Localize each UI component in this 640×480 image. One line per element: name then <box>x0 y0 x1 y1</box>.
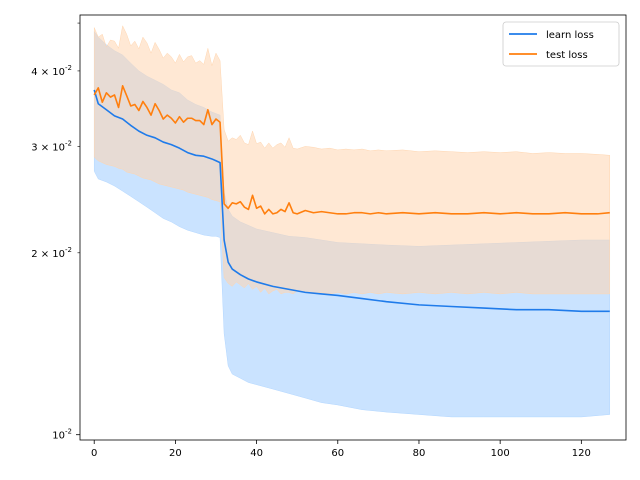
learn-legend-label: learn loss <box>546 30 594 41</box>
plot-area <box>93 25 611 418</box>
x-tick-label: 60 <box>331 448 344 459</box>
test-loss-line <box>93 84 610 215</box>
y-major-tick-label: 10-2 <box>52 428 72 442</box>
y-axis-ticks: 10-2 2 × 10-2 3 × 10-2 4 × 10-2 <box>31 22 80 442</box>
legend-box <box>502 21 620 67</box>
learn-loss-line <box>93 89 610 313</box>
x-tick-label: 80 <box>413 448 426 459</box>
test-legend-label: test loss <box>546 50 588 61</box>
x-tick-label: 120 <box>572 448 591 459</box>
y-minor-tick-label: 2 × 10-2 <box>31 246 72 260</box>
x-tick-label: 0 <box>91 448 97 459</box>
x-axis-ticks: 0 20 40 60 80 100 120 <box>91 440 591 459</box>
series-lines <box>93 84 610 313</box>
legend: learn loss test loss <box>502 21 620 67</box>
axes-frame <box>79 14 627 441</box>
y-minor-tick-label: 3 × 10-2 <box>31 139 72 153</box>
y-minor-tick-label: 4 × 10-2 <box>31 64 72 78</box>
x-tick-label: 40 <box>250 448 263 459</box>
x-tick-label: 100 <box>491 448 510 459</box>
x-tick-label: 20 <box>169 448 182 459</box>
